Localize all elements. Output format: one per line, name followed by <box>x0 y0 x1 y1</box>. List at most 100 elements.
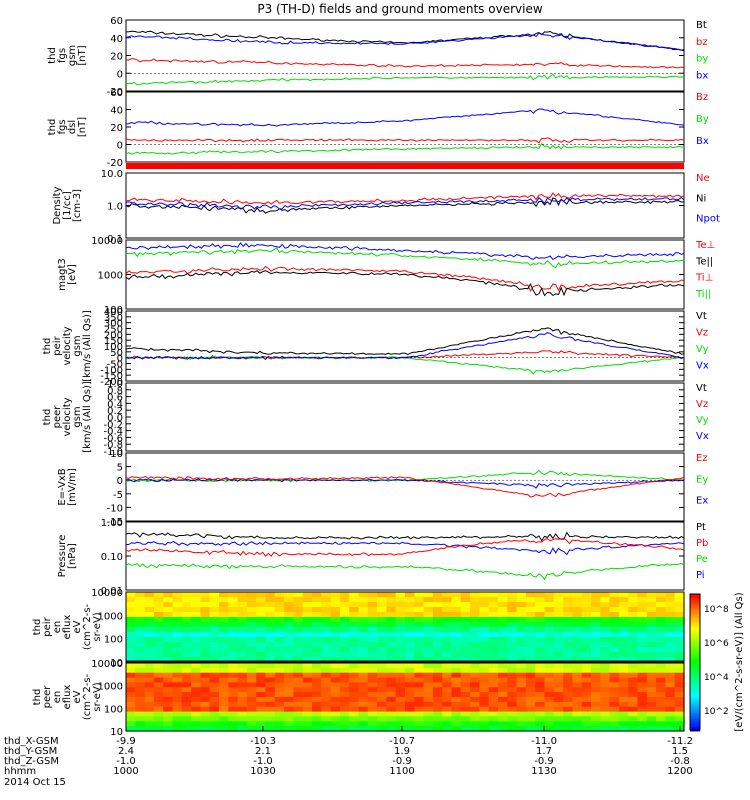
heatmap-cell <box>349 627 360 633</box>
heatmap-cell <box>339 692 350 698</box>
heatmap-cell <box>432 711 443 718</box>
heatmap-cell <box>432 697 443 703</box>
heatmap-cell <box>293 652 304 658</box>
heatmap-cell <box>609 701 620 708</box>
heatmap-cell <box>405 647 415 653</box>
heatmap-cell <box>507 701 518 708</box>
series-line-By <box>125 142 685 155</box>
heatmap-cell <box>302 617 313 623</box>
y-axis-label: Pressure [nPa] <box>57 535 78 578</box>
heatmap-cell <box>488 607 499 613</box>
heatmap-cell <box>237 701 248 708</box>
y-tick-label: 10 <box>110 449 123 460</box>
heatmap-cell <box>395 677 406 684</box>
colorbar-cell <box>690 693 700 697</box>
heatmap-cell <box>563 701 573 708</box>
heatmap-cell <box>442 711 453 718</box>
heatmap-cell <box>470 657 480 663</box>
heatmap-cell <box>302 682 313 688</box>
heatmap-cell <box>470 692 480 698</box>
heatmap-cell <box>507 657 518 663</box>
heatmap-cell <box>563 667 573 674</box>
heatmap-cell <box>256 682 267 688</box>
heatmap-cell <box>209 637 220 643</box>
heatmap-cell <box>339 627 350 633</box>
y-tick-label: -0.8 <box>103 440 123 451</box>
heatmap-cell <box>553 672 564 679</box>
heatmap-cell <box>516 647 527 653</box>
heatmap-cell <box>656 697 666 703</box>
heatmap-cell <box>637 706 648 713</box>
panel-frame <box>125 382 685 452</box>
heatmap-cell <box>432 663 443 669</box>
heatmap-cell <box>674 692 685 698</box>
heatmap-cell <box>488 627 499 633</box>
heatmap-cell <box>237 632 248 638</box>
heatmap-cell <box>507 711 518 718</box>
heatmap-cell <box>628 617 639 623</box>
data-quality-bar <box>126 163 684 169</box>
heatmap-cell <box>498 652 508 658</box>
heatmap-cell <box>330 597 341 603</box>
heatmap-cell <box>516 627 527 633</box>
heatmap-cell <box>609 711 620 718</box>
heatmap-cell <box>228 667 239 674</box>
y-axis-label-line: velocity <box>62 397 73 436</box>
colorbar-cell <box>690 625 700 628</box>
heatmap-cell <box>321 647 332 653</box>
heatmap-cell <box>628 687 639 693</box>
series-line-Ne <box>125 192 685 205</box>
heatmap-cell <box>525 642 536 648</box>
colorbar-cell <box>690 711 700 714</box>
heatmap-cell <box>330 716 341 722</box>
heatmap-cell <box>237 617 248 623</box>
heatmap-cell <box>135 697 146 703</box>
heatmap-cell <box>246 627 257 633</box>
heatmap-cell <box>256 726 267 732</box>
heatmap-cell <box>423 706 434 713</box>
heatmap-cell <box>581 642 592 648</box>
y-tick-label: 0.1 <box>107 234 123 245</box>
heatmap-cell <box>256 663 267 669</box>
heatmap-cell <box>572 612 583 618</box>
heatmap-cell <box>553 637 564 643</box>
legend-item: Vy <box>696 415 709 426</box>
heatmap-cell <box>191 672 201 679</box>
heatmap-cell <box>451 602 462 608</box>
heatmap-cell <box>507 692 518 698</box>
y-axis-label-line: [1/cc] <box>62 191 73 220</box>
heatmap-cell <box>377 657 387 663</box>
colorbar-tick-label: 10^2 <box>704 707 729 717</box>
heatmap-cell <box>293 627 304 633</box>
heatmap-cell <box>321 617 332 623</box>
heatmap-cell <box>321 721 332 727</box>
heatmap-cell <box>265 716 276 722</box>
heatmap-cell <box>665 652 676 658</box>
heatmap-cell <box>507 622 518 628</box>
heatmap-cell <box>395 627 406 633</box>
heatmap-cell <box>172 637 183 643</box>
heatmap-cell <box>460 612 471 618</box>
heatmap-cell <box>572 642 583 648</box>
heatmap-cell <box>228 632 239 638</box>
heatmap-cell <box>126 697 136 703</box>
y-tick-label: 60 <box>110 16 123 27</box>
heatmap-cell <box>153 682 164 688</box>
heatmap-cell <box>163 612 174 618</box>
heatmap-cell <box>498 716 508 722</box>
heatmap-cell <box>330 711 341 718</box>
heatmap-cell <box>246 652 257 658</box>
heatmap-cell <box>126 672 136 679</box>
heatmap-cell <box>581 687 592 693</box>
heatmap-cell <box>339 647 350 653</box>
x-axis-row-label: hhmm <box>4 766 36 777</box>
x-tick-label: -11.0 <box>531 736 557 747</box>
heatmap-cell <box>432 687 443 693</box>
heatmap-cell <box>618 706 629 713</box>
heatmap-cell <box>246 667 257 674</box>
heatmap-cell <box>544 612 555 618</box>
heatmap-cell <box>414 672 425 679</box>
panel-frame <box>125 91 685 163</box>
heatmap-cell <box>618 592 629 598</box>
